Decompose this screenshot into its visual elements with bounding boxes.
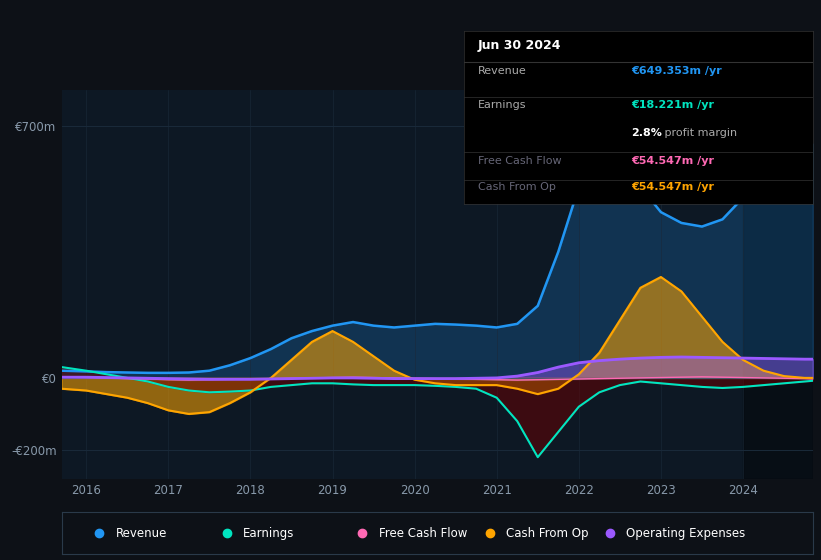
Text: Operating Expenses: Operating Expenses [626,527,745,540]
Text: Earnings: Earnings [478,100,526,110]
Text: 2.8%: 2.8% [631,128,663,138]
Text: Revenue: Revenue [116,527,167,540]
Text: €54.547m /yr: €54.547m /yr [631,156,714,166]
Text: Cash From Op: Cash From Op [507,527,589,540]
Text: Jun 30 2024: Jun 30 2024 [478,39,562,53]
Text: Earnings: Earnings [243,527,295,540]
Text: Free Cash Flow: Free Cash Flow [378,527,467,540]
Text: profit margin: profit margin [661,128,737,138]
Text: Free Cash Flow: Free Cash Flow [478,156,562,166]
Text: €54.547m /yr: €54.547m /yr [631,182,714,192]
Text: Cash From Op: Cash From Op [478,182,556,192]
Text: €18.221m /yr: €18.221m /yr [631,100,714,110]
Text: Revenue: Revenue [478,66,526,76]
Bar [743,90,813,479]
Text: €649.353m /yr: €649.353m /yr [631,66,722,76]
